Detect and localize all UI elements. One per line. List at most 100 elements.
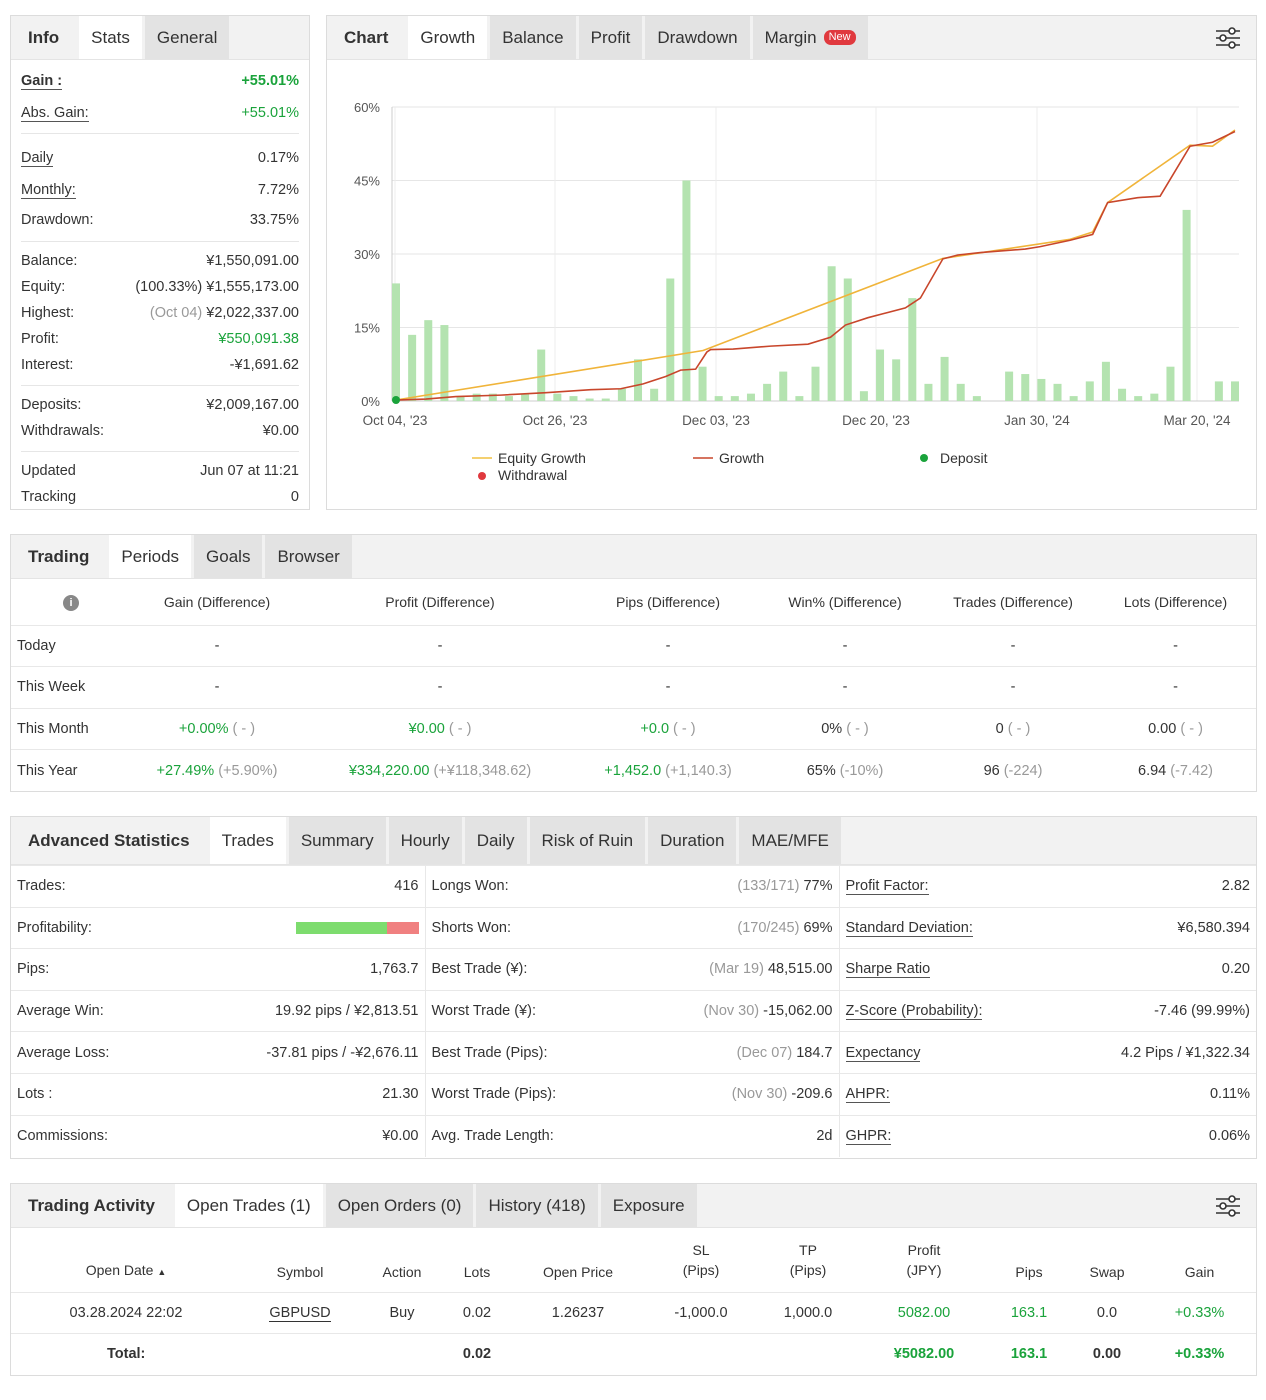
daily-gain-bar [714, 396, 723, 401]
updated-row: Updated Jun 07 at 11:21 [11, 458, 309, 484]
period-win-value: 0% [821, 720, 843, 737]
header-pips: Pips (Difference) [615, 593, 720, 610]
daily-gain-bar [537, 349, 546, 401]
period-pips-difference: (+1,140.3) [661, 762, 732, 779]
tab-hourly[interactable]: Hourly [388, 817, 462, 864]
header-tp: TP (Pips) [755, 1228, 861, 1292]
period-pips-cell: +1,452.0 (+1,140.3) [577, 749, 759, 791]
daily-gain-bar [504, 396, 513, 401]
tab-periods[interactable]: Periods [109, 535, 192, 578]
sliders-icon[interactable] [1214, 25, 1242, 51]
tab-info[interactable]: Info [28, 27, 60, 47]
daily-gain-bar [811, 366, 820, 401]
tab-history[interactable]: History (418) [476, 1184, 598, 1227]
trade-sl: -1,000.0 [647, 1291, 755, 1333]
stat-label: Best Trade (Pips): [425, 1031, 585, 1074]
daily-gain-bar [440, 325, 449, 401]
tab-general[interactable]: General [144, 16, 230, 59]
tab-summary[interactable]: Summary [288, 817, 386, 864]
sliders-icon[interactable] [1214, 1193, 1242, 1219]
stat-note: (Dec 07) [736, 1044, 793, 1061]
deposit-marker [392, 396, 400, 404]
drawdown-label: Drawdown: [21, 212, 94, 228]
tab-advanced-statistics[interactable]: Advanced Statistics [28, 830, 190, 850]
stat-tooltip-label[interactable]: Expectancy [845, 1044, 921, 1062]
tab-exposure[interactable]: Exposure [600, 1184, 697, 1227]
tab-chart[interactable]: Chart [344, 27, 389, 47]
tab-mae-mfe[interactable]: MAE/MFE [739, 817, 841, 864]
tab-profit[interactable]: Profit [578, 16, 643, 59]
total-profit: ¥5082.00 [861, 1332, 987, 1374]
stat-tooltip-label[interactable]: Z-Score (Probability): [845, 1003, 983, 1021]
period-pips-difference: ( - ) [669, 720, 696, 737]
tab-drawdown[interactable]: Drawdown [645, 16, 750, 59]
tab-trading[interactable]: Trading [28, 546, 90, 566]
header-profit: Profit (Difference) [385, 593, 495, 610]
daily-gain-bar [924, 383, 933, 401]
daily-gain-bar [827, 266, 836, 401]
header-profit-unit: (JPY) [906, 1261, 942, 1278]
stat-label: Lots : [11, 1072, 161, 1116]
gain-label[interactable]: Gain : [21, 72, 63, 90]
tab-open-orders[interactable]: Open Orders (0) [325, 1184, 474, 1227]
header-swap: Swap [1089, 1263, 1125, 1280]
tab-browser[interactable]: Browser [265, 535, 352, 578]
period-trades-cell: 96 (-224) [931, 749, 1095, 791]
total-label: Total: [11, 1332, 241, 1374]
trade-symbol-cell: GBPUSD [241, 1291, 359, 1333]
stat-value: 0.11% [1039, 1072, 1256, 1116]
tab-balance[interactable]: Balance [490, 16, 576, 59]
header-open-date[interactable]: Open Date ▲ [11, 1228, 241, 1292]
table-row: Lots :21.30 Worst Trade (Pips): (Nov 30) -… [11, 1072, 1256, 1116]
daily-gain-bar [472, 393, 481, 401]
stat-tooltip-label[interactable]: Standard Deviation: [845, 919, 973, 937]
tab-growth[interactable]: Growth [408, 16, 488, 59]
profit-row: Profit: ¥550,091.38 [11, 326, 309, 352]
stat-tooltip-label[interactable]: Sharpe Ratio [845, 961, 931, 979]
tab-trades[interactable]: Trades [209, 817, 286, 864]
stat-tooltip-label[interactable]: GHPR: [845, 1128, 892, 1146]
x-tick-label: Oct 26, '23 [523, 413, 588, 428]
daily-label[interactable]: Daily [21, 149, 54, 167]
daily-gain-bar [779, 371, 788, 401]
daily-gain-bar [682, 180, 691, 401]
stat-tooltip-label[interactable]: AHPR: [845, 1086, 890, 1104]
tab-daily[interactable]: Daily [464, 817, 527, 864]
growth-chart: 60% 45% 30% 15% 0% Oct 04, '23 Oct 26, '23 Dec … [354, 100, 1239, 483]
tab-risk-of-ruin[interactable]: Risk of Ruin [529, 817, 646, 864]
period-trades-cell: - [931, 624, 1095, 667]
withdrawals-value: ¥0.00 [262, 423, 299, 439]
period-trades-difference: (-224) [999, 762, 1043, 779]
periods-panel: Trading Periods Goals Browser i Gain (Di… [10, 534, 1257, 792]
tab-margin[interactable]: Margin New [752, 16, 868, 59]
table-row: This Month +0.00% ( - ) ¥0.00 ( - ) +0.0 ( … [11, 707, 1256, 750]
stat-label: Shorts Won: [425, 906, 585, 949]
drawdown-row: Drawdown: 33.75% [11, 206, 309, 234]
tab-goals[interactable]: Goals [194, 535, 263, 578]
highest-label: Highest: [21, 305, 75, 321]
header-open-date-label: Open Date [85, 1261, 154, 1278]
stat-label: Profitability: [11, 906, 161, 949]
table-row: Average Loss: -37.81 pips / -¥2,676.11 Bes… [11, 1031, 1256, 1074]
updated-value: Jun 07 at 11:21 [200, 463, 299, 479]
period-pips-cell: - [577, 666, 759, 708]
period-lots-value: - [1173, 679, 1178, 696]
profitability-bar [295, 922, 419, 935]
daily-value: 0.17% [257, 150, 299, 166]
tab-duration[interactable]: Duration [648, 817, 737, 864]
tab-trading-activity[interactable]: Trading Activity [28, 1195, 155, 1215]
tab-open-trades[interactable]: Open Trades (1) [174, 1184, 323, 1227]
stat-value: -209.6 [791, 1086, 833, 1103]
trade-symbol-link[interactable]: GBPUSD [269, 1304, 331, 1322]
abs-gain-label[interactable]: Abs. Gain: [21, 104, 89, 122]
header-tp-label: TP [799, 1241, 817, 1258]
tab-stats[interactable]: Stats [79, 16, 142, 59]
info-icon[interactable]: i [63, 594, 79, 611]
stat-value: 48,515.00 [767, 961, 833, 978]
stat-tooltip-label[interactable]: Profit Factor: [845, 878, 929, 896]
sort-ascending-icon: ▲ [157, 1266, 167, 1277]
total-gain: +0.33% [1143, 1332, 1256, 1374]
x-tick-label: Dec 03, '23 [682, 413, 750, 428]
monthly-label[interactable]: Monthly: [21, 181, 76, 199]
stat-note: (133/171) [737, 878, 800, 895]
